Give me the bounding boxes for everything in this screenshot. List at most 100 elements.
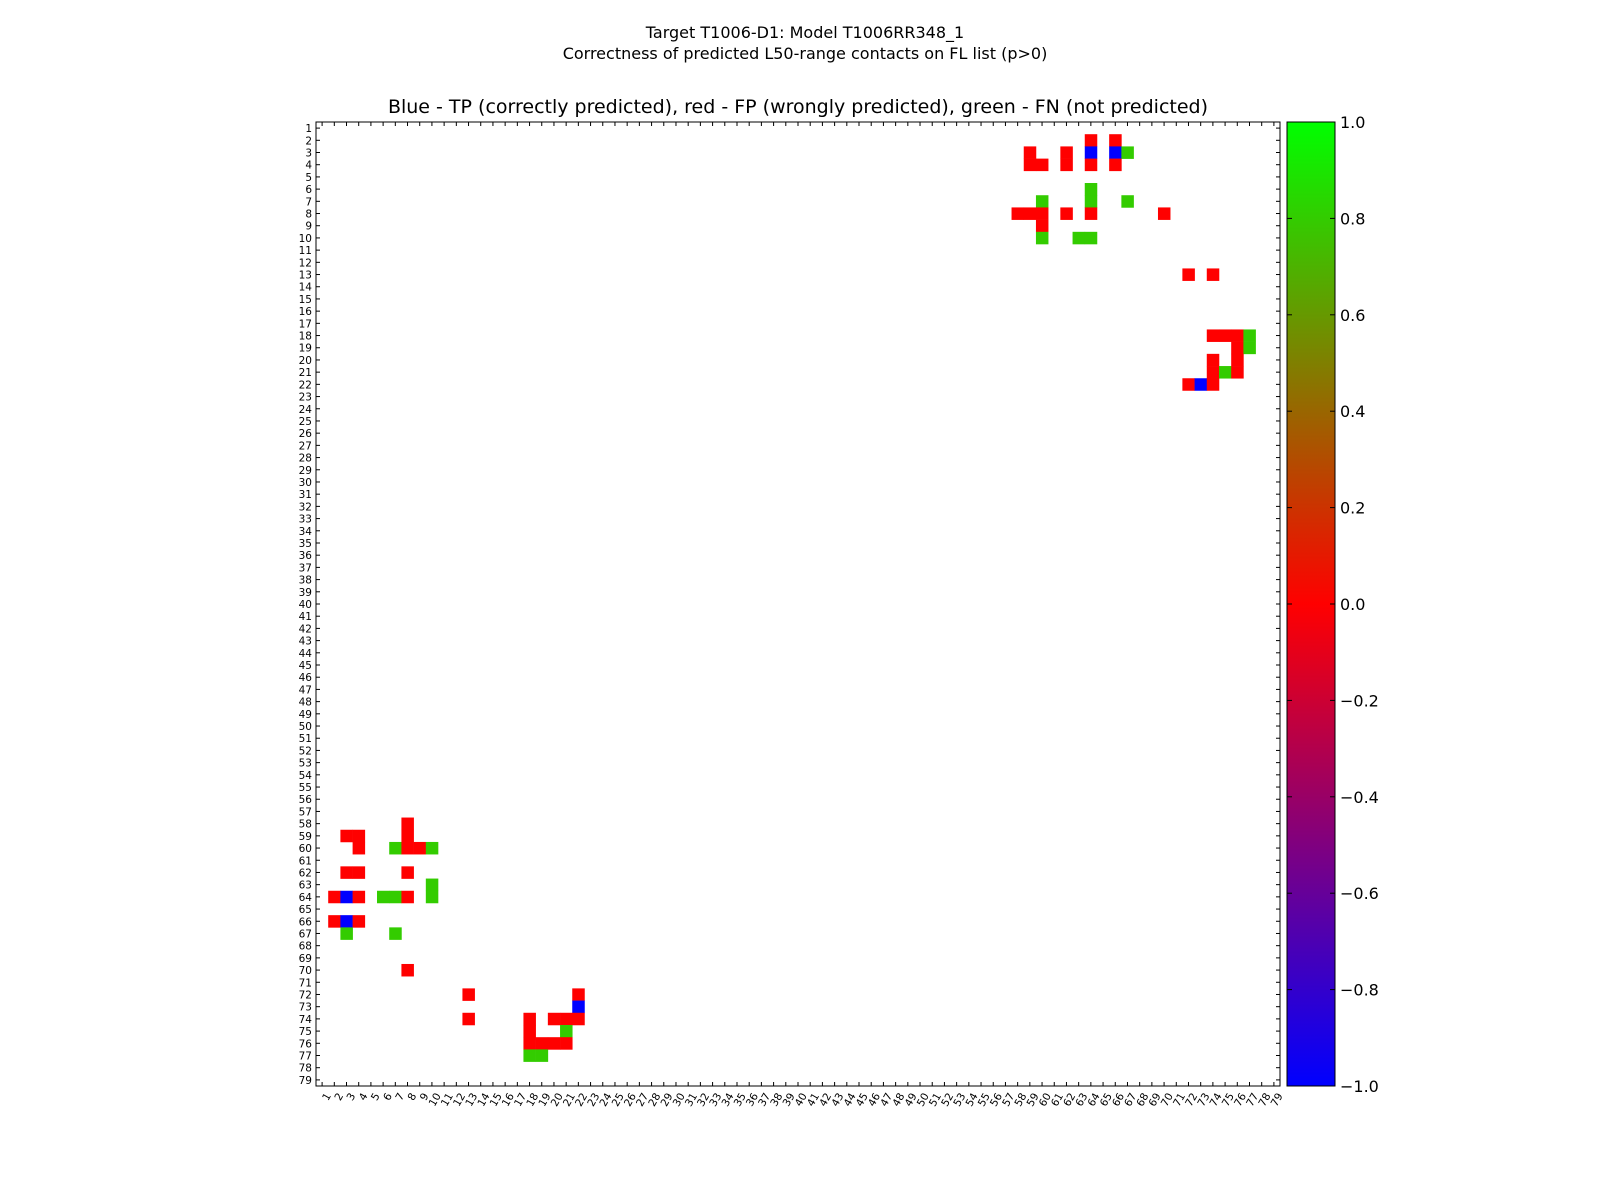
x-tick-label: 44: [842, 1091, 859, 1109]
contact-cell-fp-74-22: [572, 1012, 585, 1026]
x-tick-label: 79: [1269, 1091, 1286, 1109]
x-tick-label: 22: [573, 1091, 590, 1109]
y-tick-label: 49: [299, 709, 312, 721]
y-tick-label: 22: [299, 379, 312, 391]
y-tick-label: 6: [305, 184, 312, 196]
x-tick-label: 60: [1037, 1091, 1054, 1109]
y-tick-label: 23: [299, 392, 312, 404]
x-tick-label: 52: [939, 1091, 956, 1109]
y-tick-label: 64: [299, 892, 313, 904]
contact-cell-fp-75-18: [523, 1024, 536, 1038]
x-tick-label: 34: [720, 1091, 737, 1109]
contact-cell-fp-8-60: [1035, 207, 1049, 220]
colorbar-tick-label: 0.4: [1340, 402, 1365, 421]
contact-cell-fp-22-74: [1206, 378, 1220, 391]
colorbar-tick-label: 0.8: [1340, 209, 1365, 228]
x-tick-label: 10: [427, 1091, 444, 1109]
x-tick-label: 61: [1049, 1091, 1066, 1109]
y-tick-label: 13: [299, 270, 312, 282]
y-tick-label: 11: [299, 245, 312, 257]
x-tick-label: 71: [1171, 1091, 1188, 1109]
y-tick-label: 73: [299, 1002, 312, 1014]
contact-cell-fp-72-13: [462, 988, 475, 1001]
y-tick-label: 61: [299, 855, 312, 867]
y-tick-label: 56: [299, 794, 313, 806]
x-tick-label: 2: [332, 1091, 346, 1103]
x-tick-label: 69: [1147, 1091, 1164, 1109]
x-tick-label: 39: [781, 1091, 798, 1109]
x-tick-label: 24: [598, 1091, 615, 1109]
contact-cell-fp-4-59: [1023, 158, 1037, 172]
contact-cell-fp-74-13: [462, 1012, 475, 1026]
contact-cell-fn-67-7: [389, 927, 402, 940]
contact-cell-fp-18-74: [1206, 329, 1220, 342]
contact-cell-fp-2-64: [1084, 134, 1098, 147]
x-tick-label: 57: [1000, 1091, 1017, 1109]
x-tick-label: 35: [732, 1091, 749, 1109]
x-tick-label: 65: [1098, 1091, 1115, 1109]
y-tick-label: 62: [299, 867, 312, 879]
x-tick-label: 17: [512, 1091, 529, 1109]
x-tick-label: 40: [793, 1091, 810, 1109]
y-tick-label: 47: [299, 684, 312, 696]
colorbar-tick-label: 1.0: [1340, 113, 1365, 132]
x-tick-label: 58: [1012, 1091, 1029, 1109]
contact-cell-fp-21-76: [1231, 366, 1244, 379]
colorbar-ticks: 1.0 0.8 0.6 0.4 0.2 0.0 −0.2 −0.4 −0.6 −0.8 −1.0: [1287, 113, 1379, 1096]
contact-cell-fn-64-10: [425, 890, 439, 904]
y-tick-label: 25: [299, 416, 312, 428]
y-tick-label: 5: [305, 172, 312, 184]
contact-cell-fp-64-2: [328, 890, 341, 904]
contact-cell-fp-60-9: [413, 841, 427, 855]
contact-cell-fp-74-20: [547, 1012, 561, 1026]
y-tick-label: 17: [299, 318, 312, 330]
contact-cell-fp-76-21: [560, 1037, 573, 1050]
y-tick-label: 63: [299, 880, 312, 892]
contact-cell-fp-60-4: [352, 841, 366, 855]
y-tick-label: 28: [299, 453, 312, 465]
contact-cell-fp-8-62: [1060, 207, 1073, 220]
y-tick-label: 53: [299, 758, 312, 770]
contact-cell-fn-75-21: [560, 1024, 573, 1038]
y-tick-label: 44: [299, 648, 313, 660]
contact-cell-fp-64-8: [401, 890, 414, 904]
contact-cell-fn-7-64: [1084, 195, 1098, 208]
contact-cell-fn-21-75: [1218, 366, 1232, 379]
y-tick-label: 4: [305, 160, 312, 172]
contact-cell-fp-58-8: [401, 817, 414, 831]
y-tick-label: 27: [299, 440, 312, 452]
contact-cell-fp-59-8: [401, 829, 414, 843]
contact-cell-fn-60-7: [389, 841, 402, 855]
contact-cell-fp-9-60: [1035, 219, 1049, 233]
colorbar-tick-label: −0.6: [1340, 884, 1379, 903]
contact-cell-fp-4-60: [1035, 158, 1049, 172]
x-tick-label: 27: [634, 1091, 651, 1109]
y-tick-label: 30: [299, 477, 312, 489]
contact-cell-fp-72-22: [572, 988, 585, 1001]
contact-cell-fn-77-18: [523, 1049, 536, 1062]
y-tick-label: 78: [299, 1063, 312, 1075]
contact-cell-fp-60-8: [401, 841, 414, 855]
y-tick-label: 50: [299, 721, 312, 733]
y-tick-label: 45: [299, 660, 312, 672]
x-tick-label: 67: [1122, 1091, 1139, 1109]
contact-cell-fn-19-77: [1243, 341, 1256, 355]
colorbar-tick-label: −0.4: [1340, 788, 1379, 807]
x-tick-label: 26: [622, 1091, 639, 1109]
contact-cell-fn-3-67: [1121, 146, 1134, 159]
contact-cell-fp-21-74: [1206, 366, 1220, 379]
y-tick-label: 38: [299, 575, 312, 587]
contact-cell-fp-62-3: [340, 866, 353, 879]
x-tick-label: 38: [768, 1091, 785, 1109]
x-tick-label: 32: [695, 1091, 712, 1109]
contact-cell-fp-62-8: [401, 866, 414, 879]
y-tick-label: 37: [299, 562, 312, 574]
x-tick-label: 72: [1183, 1091, 1200, 1109]
y-tick-label: 65: [299, 904, 312, 916]
y-tick-label: 7: [305, 196, 312, 208]
y-tick-label: 8: [305, 209, 312, 221]
contact-cell-fn-60-10: [425, 841, 439, 855]
y-tick-label: 75: [299, 1026, 312, 1038]
y-tick-label: 79: [299, 1075, 312, 1087]
x-tick-label: 43: [829, 1091, 846, 1109]
